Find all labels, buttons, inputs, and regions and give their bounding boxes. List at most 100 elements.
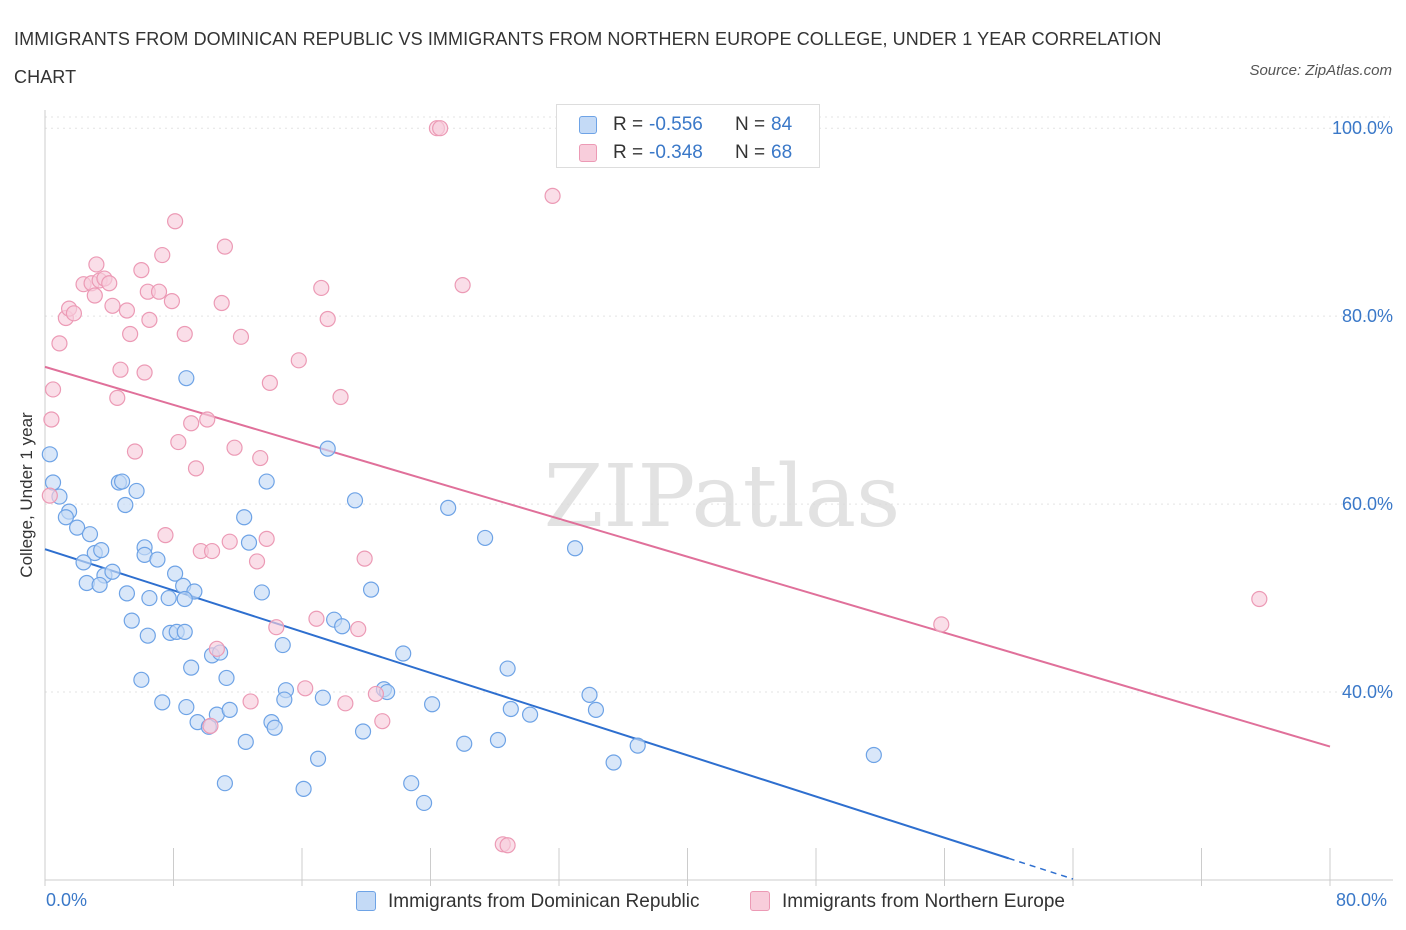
point-dominican: [128, 482, 145, 500]
legend-item-dominican[interactable]: Immigrants from Dominican Republic: [356, 888, 700, 916]
point-dominican: [236, 509, 253, 526]
point-dominican: [167, 565, 184, 582]
point-dominican: [489, 731, 507, 749]
point-northern-europe: [213, 294, 230, 312]
point-northern-europe: [258, 530, 275, 547]
point-dominican: [69, 519, 86, 536]
point-dominican: [118, 585, 136, 602]
point-northern-europe: [126, 443, 144, 460]
point-northern-europe: [261, 374, 278, 391]
legend-item-northern-europe[interactable]: Immigrants from Northern Europe: [750, 888, 1065, 916]
point-northern-europe: [350, 620, 367, 638]
point-dominican: [141, 589, 158, 607]
point-northern-europe: [208, 640, 225, 657]
point-dominican: [502, 700, 519, 718]
n-value-dominican: 84: [771, 114, 793, 135]
point-dominican: [274, 636, 291, 654]
n-label: N =: [735, 142, 766, 163]
point-northern-europe: [242, 693, 259, 710]
point-dominican: [295, 780, 312, 797]
point-dominican: [566, 540, 584, 557]
point-dominican: [113, 473, 131, 490]
correlation-stats-box: R = -0.556 N = 84 R = -0.348 N = 68: [556, 104, 820, 168]
data-points: [41, 120, 1268, 854]
r-label: R =: [613, 142, 644, 163]
point-dominican: [253, 584, 270, 601]
point-dominican: [123, 612, 140, 629]
point-northern-europe: [44, 381, 62, 398]
legend-swatch-northern-europe: [750, 891, 770, 911]
point-northern-europe: [118, 302, 136, 319]
point-northern-europe: [248, 553, 266, 570]
point-northern-europe: [374, 713, 391, 730]
point-dominican: [44, 474, 62, 491]
chart-title: IMMIGRANTS FROM DOMINICAN REPUBLIC VS IM…: [14, 29, 1162, 87]
point-dominican: [91, 576, 108, 594]
point-dominican: [133, 671, 150, 688]
point-northern-europe: [202, 717, 219, 734]
point-dominican: [216, 775, 233, 792]
point-dominican: [258, 473, 275, 490]
point-northern-europe: [1251, 590, 1268, 608]
point-northern-europe: [65, 305, 83, 322]
point-dominican: [440, 499, 457, 516]
point-dominican: [276, 691, 293, 708]
y-tick-labels: 40.0% 60.0% 80.0% 100.0%: [1332, 118, 1393, 702]
point-northern-europe: [88, 256, 105, 273]
point-northern-europe: [432, 120, 449, 137]
point-dominican: [149, 551, 166, 568]
point-northern-europe: [150, 283, 168, 300]
point-northern-europe: [122, 325, 139, 343]
point-dominican: [395, 645, 412, 662]
gridlines: [45, 116, 1390, 693]
point-northern-europe: [226, 439, 243, 456]
point-northern-europe: [221, 533, 238, 550]
point-northern-europe: [252, 449, 269, 467]
point-dominican: [81, 526, 99, 543]
point-dominican: [587, 701, 605, 719]
y-tick-label: 80.0%: [1342, 306, 1393, 326]
point-dominican: [240, 534, 258, 551]
point-dominican: [605, 754, 622, 771]
point-dominican: [415, 794, 433, 812]
point-northern-europe: [454, 277, 471, 294]
point-dominican: [456, 735, 473, 752]
n-value-northern-europe: 68: [771, 142, 793, 163]
point-northern-europe: [319, 310, 336, 328]
point-dominican: [865, 746, 882, 764]
r-value-northern-europe: -0.348: [649, 142, 703, 163]
point-northern-europe: [187, 460, 205, 477]
y-tick-label: 40.0%: [1342, 682, 1393, 702]
trend-lines: [44, 365, 1331, 880]
point-northern-europe: [268, 619, 285, 636]
point-northern-europe: [499, 837, 516, 854]
legend-label-dominican: Immigrants from Dominican Republic: [388, 891, 700, 912]
point-dominican: [237, 733, 254, 750]
point-dominican: [314, 689, 331, 706]
point-dominican: [104, 563, 121, 580]
point-northern-europe: [367, 685, 384, 703]
point-northern-europe: [203, 542, 221, 560]
point-northern-europe: [176, 325, 193, 343]
point-dominican: [154, 694, 171, 711]
point-dominican: [176, 623, 193, 641]
point-northern-europe: [199, 411, 216, 428]
point-northern-europe: [933, 616, 950, 633]
point-dominican: [221, 701, 238, 719]
point-northern-europe: [157, 527, 174, 544]
point-northern-europe: [104, 297, 121, 314]
point-northern-europe: [154, 246, 171, 264]
point-dominican: [334, 618, 351, 635]
point-dominican: [403, 775, 420, 792]
chart-source: Source: ZipAtlas.com: [1249, 62, 1392, 79]
point-northern-europe: [163, 293, 180, 310]
y-tick-label: 100.0%: [1332, 118, 1393, 138]
point-dominican: [499, 660, 516, 677]
point-northern-europe: [313, 279, 330, 297]
point-dominican: [93, 542, 110, 559]
trend-line-northern-europe: [44, 365, 1331, 748]
n-label: N =: [735, 114, 766, 135]
point-dominican: [266, 719, 283, 736]
point-northern-europe: [290, 352, 307, 369]
